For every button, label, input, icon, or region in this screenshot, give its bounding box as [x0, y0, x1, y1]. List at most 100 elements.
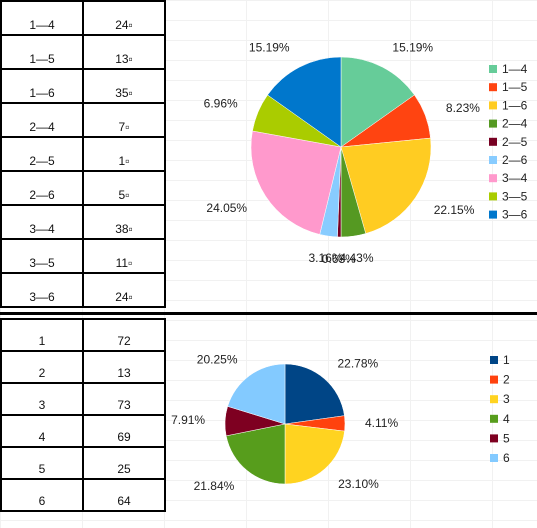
table-cell-value[interactable]: 24▫: [82, 272, 166, 308]
pie-slice-1[interactable]: [284, 363, 345, 425]
legend-swatch: [489, 192, 497, 201]
cell-text: 6: [38, 494, 46, 508]
table-row: 6 64: [0, 478, 166, 512]
table-cell-label[interactable]: 5: [0, 446, 84, 480]
legend-swatch: [489, 119, 497, 128]
pie-slice-3—6[interactable]: [267, 56, 342, 148]
table-cell-label[interactable]: 3—6: [0, 272, 84, 308]
pie-percent-label: 21.84%: [194, 479, 235, 493]
table-cell-label[interactable]: 1—5: [0, 34, 84, 70]
pie-percent-label: 0.63%: [322, 252, 356, 266]
pie-percent-label: 4.43%: [339, 251, 373, 265]
table-cell-value[interactable]: 72: [82, 318, 166, 352]
pie-percent-label: 23.10%: [338, 477, 379, 491]
table-row: 3—6 24▫: [0, 272, 166, 308]
legend-label: 2—6: [502, 153, 528, 167]
legend-swatch: [489, 210, 497, 219]
cell-text: 13▫: [115, 52, 133, 66]
pie-slice-6[interactable]: [227, 363, 286, 425]
legend-swatch: [489, 101, 497, 110]
table-cell-value[interactable]: 38▫: [82, 204, 166, 240]
pie-chart-2: 22.78% 4.11% 23.10% 21.84% 7.91% 20.25%: [171, 353, 398, 493]
table-cell-value[interactable]: 64: [82, 478, 166, 512]
table-cell-value[interactable]: 5▫: [82, 170, 166, 206]
legend-label: 1—4: [502, 62, 528, 76]
cell-text: 5: [38, 462, 46, 476]
pie-slice-1—4[interactable]: [340, 56, 415, 148]
legend-label: 4: [503, 412, 510, 426]
pie-slice-1—6[interactable]: [340, 137, 432, 234]
legend-label: 3: [503, 392, 510, 406]
table-cell-label[interactable]: 1—6: [0, 68, 84, 104]
pie-percent-label: 24.05%: [206, 201, 247, 215]
legend-swatch: [490, 356, 498, 364]
pie-slice-3[interactable]: [284, 423, 345, 485]
legend-label: 1—5: [502, 80, 528, 94]
pie-percent-label: 4.11%: [365, 416, 398, 430]
table-cell-label[interactable]: 2—6: [0, 170, 84, 206]
cell-text: 13: [117, 366, 131, 380]
pie-percent-label: 8.23%: [446, 101, 480, 115]
table-cell-label[interactable]: 3—5: [0, 238, 84, 274]
legend-label: 2—4: [502, 117, 528, 131]
table-cell-label[interactable]: 2: [0, 350, 84, 384]
table-row: 1—6 35▫: [0, 68, 166, 104]
cell-text: 1▫: [118, 154, 130, 168]
table-row: 2—4 7▫: [0, 102, 166, 138]
table-cell-value[interactable]: 13: [82, 350, 166, 384]
legend-label: 5: [503, 431, 510, 445]
legend-swatch: [490, 395, 498, 404]
cell-text: 1—6: [29, 86, 55, 100]
table-cell-value[interactable]: 1▫: [82, 136, 166, 172]
legend-swatch: [489, 83, 497, 92]
legend-swatch: [489, 156, 497, 164]
table-cell-value[interactable]: 7▫: [82, 102, 166, 138]
table-cell-value[interactable]: 11▫: [82, 238, 166, 274]
table-cell-label[interactable]: 1—4: [0, 0, 84, 36]
table-cell-label[interactable]: 2—4: [0, 102, 84, 138]
cell-text: 5▫: [118, 188, 130, 202]
table-row: 5 25: [0, 446, 166, 480]
cell-text: 69: [117, 430, 131, 444]
cell-text: 38▫: [115, 222, 133, 236]
cell-text: 2: [38, 366, 46, 380]
table-cell-label[interactable]: 2—5: [0, 136, 84, 172]
table-cell-value[interactable]: 69: [82, 414, 166, 448]
table-cell-label[interactable]: 6: [0, 478, 84, 512]
pie-slice-4[interactable]: [225, 423, 286, 485]
chart-legend: 1 2 3 4 5 6: [490, 353, 510, 465]
cell-text: 73: [117, 398, 131, 412]
cell-text: 72: [117, 334, 131, 348]
cell-text: 3—6: [29, 290, 55, 304]
table-cell-label[interactable]: 3: [0, 382, 84, 416]
table-cell-value[interactable]: 24▫: [82, 0, 166, 36]
table-cell-label[interactable]: 4: [0, 414, 84, 448]
legend-label: 2: [503, 373, 510, 387]
pie-percent-label: 22.15%: [434, 203, 475, 217]
table-row: 1—4 24▫: [0, 0, 166, 36]
cell-text: 24▫: [115, 290, 133, 304]
legend-swatch: [490, 414, 498, 423]
cell-text: 64: [117, 494, 131, 508]
table-row: 3—4 38▫: [0, 204, 166, 240]
pairs-table: 1—4 24▫ 1—5 13▫ 1—6 35▫ 2—4 7▫ 2—5 1▫ 2—6 5▫ 3—4 38▫ 3…: [0, 0, 166, 308]
legend-label: 3—6: [502, 208, 528, 222]
legend-label: 1: [503, 353, 510, 367]
cell-text: 35▫: [115, 86, 133, 100]
table-cell-label[interactable]: 1: [0, 318, 84, 352]
legend-swatch: [490, 454, 498, 462]
table-cell-label[interactable]: 3—4: [0, 204, 84, 240]
pie-percent-label: 15.19%: [392, 41, 433, 55]
section-separator: [0, 312, 537, 315]
table-cell-value[interactable]: 73: [82, 382, 166, 416]
table-cell-value[interactable]: 35▫: [82, 68, 166, 104]
table-cell-value[interactable]: 13▫: [82, 34, 166, 70]
singles-table: 1 72 2 13 3 73 4 69 5 25 6 64: [0, 318, 166, 512]
table-row: 3 73: [0, 382, 166, 416]
cell-text: 1—4: [29, 18, 55, 32]
table-cell-value[interactable]: 25: [82, 446, 166, 480]
legend-swatch: [489, 137, 497, 146]
pie-slice-3—4[interactable]: [250, 130, 342, 235]
legend-label: 1—6: [502, 98, 528, 112]
